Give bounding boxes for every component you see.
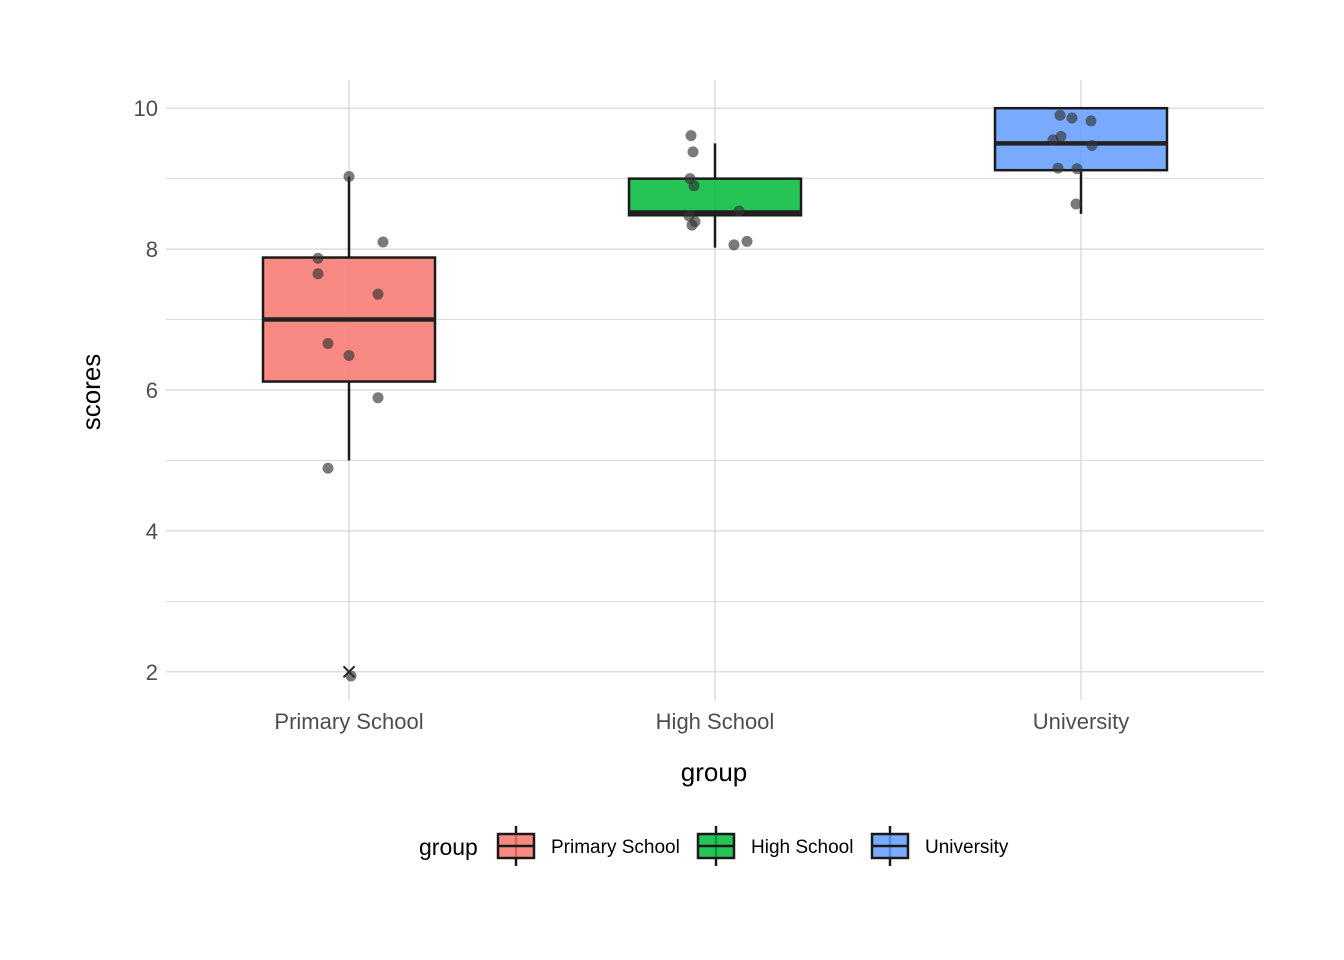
boxes-layer [261,106,1169,679]
x-tick-label: University [1033,709,1130,734]
x-axis-title: group [681,757,748,787]
y-tick-label: 10 [134,96,158,121]
data-point [1052,162,1064,174]
legend-label: High School [751,837,853,858]
data-point [1070,198,1082,210]
data-point [1071,163,1083,175]
axes-layer: 2 4 6 8 10 Primary School High School Universit… [134,96,1130,734]
data-point [372,288,384,300]
y-axis-title: scores [76,354,106,431]
data-point [1086,140,1098,152]
data-point [312,252,324,264]
data-point [345,670,357,682]
box-high-school [627,143,803,248]
legend-key-university: University [870,826,1009,866]
data-point [733,205,745,217]
data-point [1066,112,1078,124]
y-tick-label: 2 [146,660,158,685]
box-university [993,106,1169,214]
data-point [312,268,324,280]
box-primary-school [261,176,437,679]
x-tick-label: High School [656,709,775,734]
data-point [728,239,740,251]
x-tick-label: Primary School [274,709,423,734]
legend-key-primary-school: Primary School [496,826,680,866]
data-point [1085,115,1097,127]
y-tick-label: 4 [146,519,158,544]
legend: group Primary School High School Universit… [419,826,1009,866]
legend-label: University [925,837,1009,858]
data-point [322,462,334,474]
box-rect [993,106,1169,172]
data-point [322,338,334,349]
y-tick-label: 6 [146,378,158,403]
data-point [343,171,355,183]
data-point [372,392,384,404]
box-rect [627,177,803,217]
legend-key-high-school: High School [696,826,853,866]
data-point [377,236,389,248]
data-point [685,130,697,142]
legend-label: Primary School [551,837,680,858]
data-point [741,235,753,247]
data-point [688,180,700,192]
legend-title: group [419,834,478,860]
data-point [343,349,355,361]
data-point [687,146,699,158]
data-point [1054,109,1066,121]
y-tick-label: 8 [146,237,158,262]
data-point [1047,134,1059,146]
jitter-points-layer [312,109,1098,682]
data-point [686,219,698,231]
